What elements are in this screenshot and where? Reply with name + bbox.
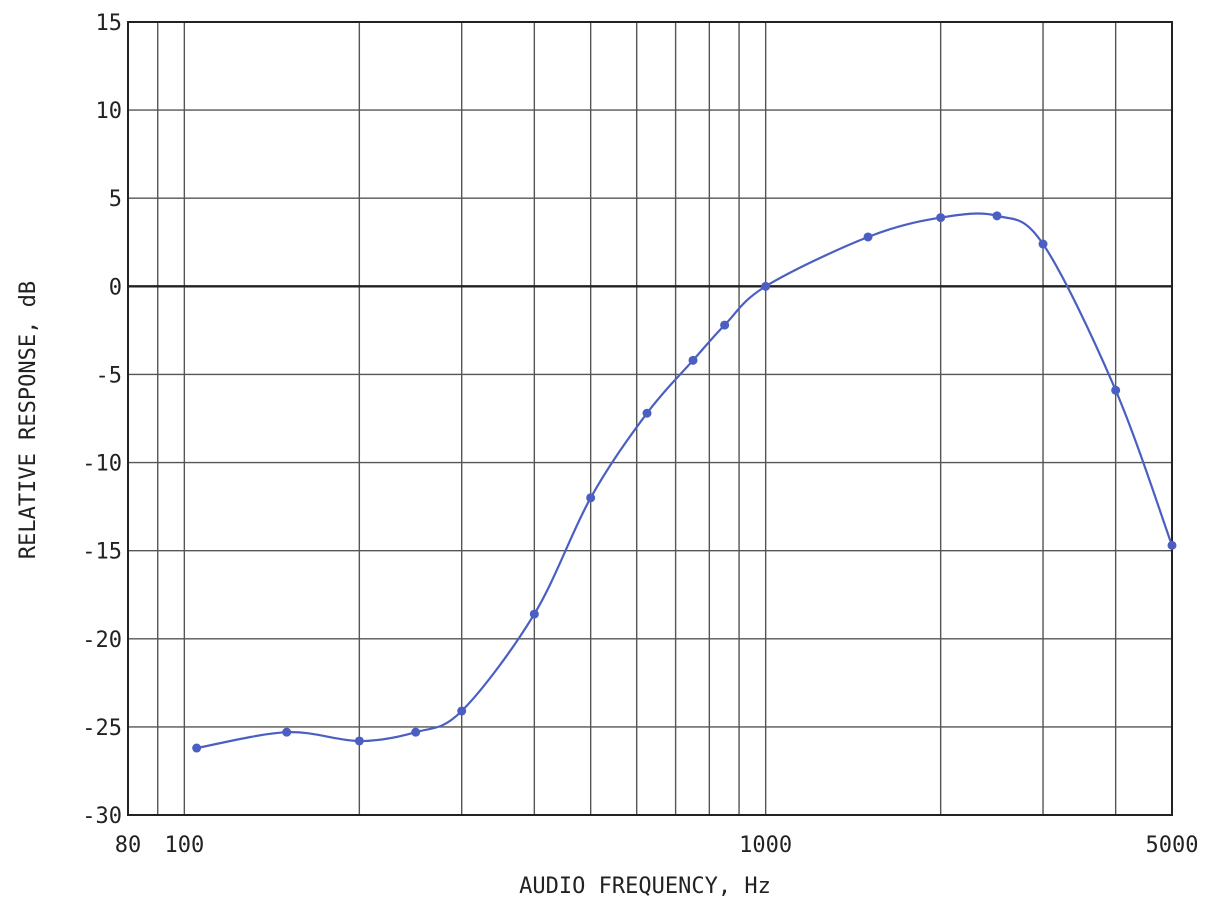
data-point <box>642 408 652 418</box>
data-point <box>1038 239 1048 249</box>
y-tick-labels: 15 10 5 0 -5 -10 -15 -20 -25 -30 <box>82 11 122 829</box>
y-tick-label: 10 <box>96 99 123 124</box>
series-line <box>196 212 1174 750</box>
y-axis-label: RELATIVE RESPONSE, dB <box>16 281 41 559</box>
x-tick-label: 5000 <box>1146 833 1199 858</box>
data-point <box>688 355 698 365</box>
y-tick-label: -10 <box>82 452 122 477</box>
data-point <box>863 232 873 242</box>
x-tick-label: 100 <box>164 833 204 858</box>
y-tick-label: -15 <box>82 540 122 565</box>
data-point <box>720 320 730 330</box>
y-tick-label: -30 <box>82 804 122 829</box>
data-point <box>936 213 946 223</box>
data-point <box>192 743 202 753</box>
x-axis-label: AUDIO FREQUENCY, Hz <box>519 874 771 899</box>
data-point <box>354 736 364 746</box>
y-tick-label: 15 <box>96 11 123 36</box>
y-tick-label: 0 <box>109 275 122 300</box>
x-tick-label: 80 <box>115 833 142 858</box>
data-point <box>411 727 421 737</box>
series-layer <box>192 211 1177 753</box>
x-gridlines <box>157 22 1117 815</box>
data-point <box>761 281 771 291</box>
y-gridlines <box>128 109 1172 728</box>
data-point <box>586 493 596 503</box>
y-tick-label: -5 <box>96 363 123 388</box>
data-point <box>457 706 467 716</box>
data-point <box>529 609 539 619</box>
y-tick-label: 5 <box>109 187 122 212</box>
y-tick-label: -25 <box>82 716 122 741</box>
data-point <box>1167 540 1177 550</box>
y-tick-label: -20 <box>82 628 122 653</box>
x-tick-label: 1000 <box>739 833 792 858</box>
plot-frame <box>127 21 1173 816</box>
data-point <box>1111 385 1121 395</box>
data-point <box>282 727 292 737</box>
x-tick-labels: 80 100 1000 5000 <box>115 833 1199 858</box>
data-point <box>992 211 1002 221</box>
